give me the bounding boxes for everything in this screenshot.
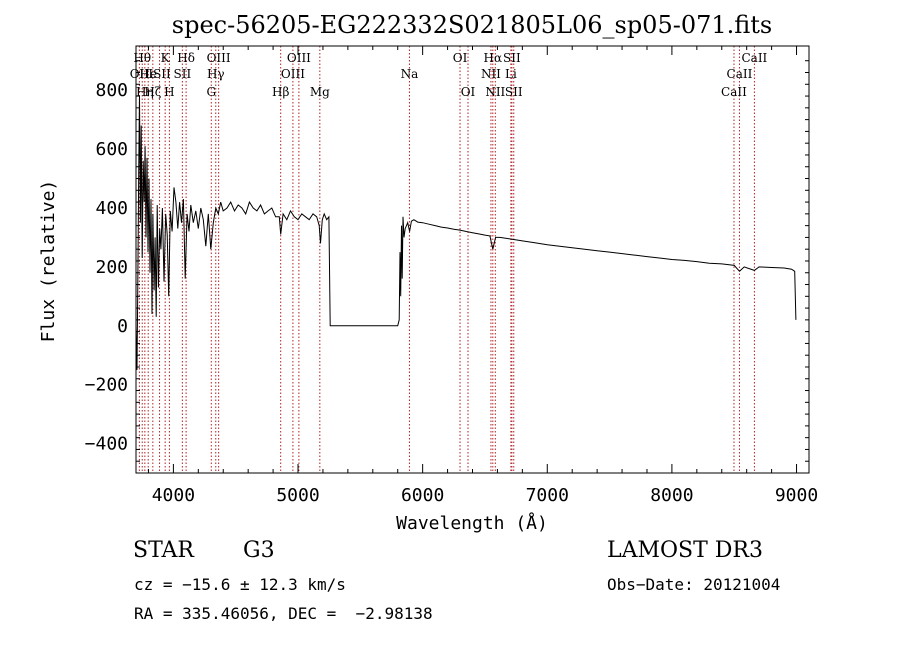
marker-label-k: K [161, 51, 171, 65]
marker-label-oi: OI [461, 85, 476, 99]
marker-label-na: Na [401, 67, 419, 81]
spectrum-series-line [135, 96, 797, 370]
marker-label-sii: SII [503, 51, 521, 65]
x-tick-label: 8000 [650, 485, 693, 506]
marker-label-caii: CaII [721, 85, 747, 99]
marker-label-hβ: Hβ [272, 85, 289, 99]
observation-date: Obs−Date: 20121004 [607, 575, 781, 594]
marker-label-oiii: OIII [281, 67, 305, 81]
object-subclass: G3 [243, 538, 275, 563]
marker-label-nii: NII [485, 85, 505, 99]
marker-label-oii: OII [130, 67, 150, 81]
y-tick-label: −400 [85, 434, 128, 455]
emission-line-markers [138, 46, 755, 473]
marker-label-oiii: OIII [287, 51, 311, 65]
marker-label-mg: Mg [310, 85, 330, 99]
marker-label-sii: SII [174, 67, 192, 81]
x-tick-label: 6000 [401, 485, 444, 506]
y-tick-label: 800 [95, 80, 128, 101]
y-tick-label: 600 [95, 139, 128, 160]
marker-label-hη: Hη [136, 85, 154, 99]
marker-label-hζ: Hζ [144, 85, 161, 99]
x-tick-label: 5000 [276, 485, 319, 506]
marker-label-isii: ISII [148, 67, 171, 81]
y-tick-label: 200 [95, 257, 128, 278]
chart-title: spec-56205-EG222332S021805L06_sp05-071.f… [172, 11, 772, 39]
marker-label-hδ: Hδ [177, 51, 195, 65]
y-axis-label: Flux (relative) [38, 180, 59, 343]
marker-label-caii: CaII [741, 51, 767, 65]
coordinates: RA = 335.46056, DEC = −2.98138 [134, 604, 433, 623]
plot-frame [135, 45, 810, 474]
marker-label-hα: Hα [484, 51, 503, 65]
y-tick-label: 0 [117, 316, 128, 337]
x-axis-ticks: 4000 5000 6000 7000 8000 9000 [147, 46, 818, 506]
x-tick-label: 4000 [152, 485, 195, 506]
marker-label-li: Li [505, 67, 517, 81]
x-axis-label: Wavelength (Å) [396, 512, 548, 534]
marker-label-hγ: Hγ [207, 67, 225, 81]
emission-line-labels: OII Hθ Hη He Hζ K ISII H Hδ SII OIII Hγ G Hβ OIII OIII M… [130, 51, 768, 99]
marker-label-he: He [139, 67, 157, 81]
marker-label-sii: SII [505, 85, 523, 99]
marker-label-h: H [164, 85, 174, 99]
marker-label-nii: NII [481, 67, 501, 81]
marker-label-caii: CaII [727, 67, 753, 81]
marker-label-oiii: OIII [207, 51, 231, 65]
survey-name: LAMOST DR3 [607, 538, 763, 563]
marker-label-hθ: Hθ [133, 51, 151, 65]
y-axis-ticks: −400 −200 0 200 400 600 800 [85, 60, 809, 474]
x-tick-label: 7000 [526, 485, 569, 506]
x-tick-label: 9000 [775, 485, 818, 506]
marker-label-g: G [206, 85, 216, 99]
redshift-value: cz = −15.6 ± 12.3 km/s [134, 575, 346, 594]
object-class: STAR [133, 538, 194, 563]
y-tick-label: −200 [85, 375, 128, 396]
y-tick-label: 400 [95, 198, 128, 219]
marker-label-oi: OI [453, 51, 468, 65]
